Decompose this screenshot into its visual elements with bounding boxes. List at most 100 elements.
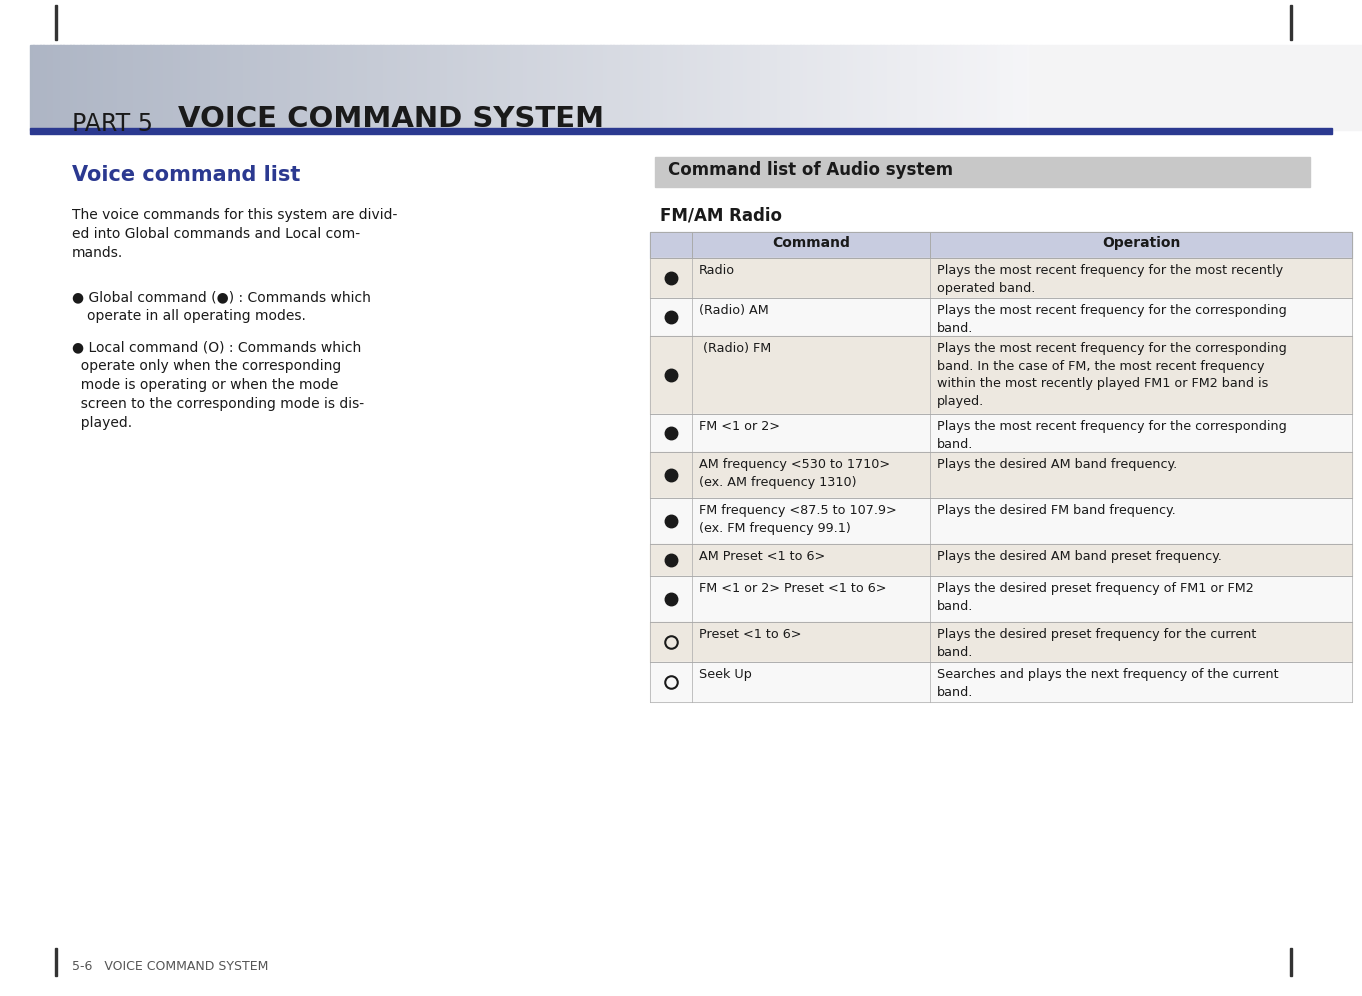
Text: screen to the corresponding mode is dis-: screen to the corresponding mode is dis-	[72, 397, 364, 411]
Bar	[350, 45, 354, 130]
Bar	[396, 45, 400, 130]
Bar	[440, 45, 444, 130]
Bar	[447, 45, 451, 130]
Bar	[407, 45, 410, 130]
Text: Plays the most recent frequency for the corresponding
band.: Plays the most recent frequency for the …	[937, 420, 1287, 450]
Bar	[281, 45, 283, 130]
Bar	[933, 45, 937, 130]
Bar	[700, 45, 704, 130]
Bar	[880, 45, 884, 130]
Bar	[636, 45, 640, 130]
Bar	[539, 45, 543, 130]
Bar	[576, 45, 580, 130]
Bar	[293, 45, 297, 130]
Bar	[304, 45, 308, 130]
Bar	[650, 498, 1352, 544]
Bar	[297, 45, 301, 130]
Bar	[650, 452, 1352, 498]
Bar	[90, 45, 94, 130]
Text: Searches and plays the next frequency of the current
band.: Searches and plays the next frequency of…	[937, 668, 1279, 698]
Bar	[191, 45, 193, 130]
Bar	[650, 258, 1352, 298]
Bar	[267, 45, 271, 130]
Bar	[260, 45, 264, 130]
Bar	[67, 45, 71, 130]
Bar	[673, 45, 677, 130]
Bar	[654, 45, 658, 130]
Text: ● Local command (O) : Commands which: ● Local command (O) : Commands which	[72, 340, 361, 354]
Bar	[873, 45, 877, 130]
Bar	[343, 45, 347, 130]
Text: Operation: Operation	[1102, 236, 1181, 250]
Bar	[187, 45, 191, 130]
Bar	[97, 45, 101, 130]
Bar	[1290, 5, 1293, 40]
Bar	[39, 45, 44, 130]
Bar	[750, 45, 753, 130]
Bar	[320, 45, 324, 130]
Bar	[173, 45, 177, 130]
Bar	[981, 45, 983, 130]
Bar	[217, 45, 221, 130]
Bar	[655, 157, 1310, 187]
Bar	[484, 45, 488, 130]
Bar	[207, 45, 211, 130]
Bar	[30, 128, 1332, 134]
Bar	[753, 45, 757, 130]
Bar	[509, 45, 513, 130]
Bar	[810, 45, 814, 130]
Bar	[433, 45, 437, 130]
Bar	[377, 45, 380, 130]
Bar	[716, 45, 720, 130]
Bar	[444, 45, 447, 130]
Bar	[597, 45, 601, 130]
Bar	[500, 45, 504, 130]
Bar	[583, 45, 587, 130]
Bar	[424, 45, 428, 130]
Bar	[947, 45, 951, 130]
Bar	[203, 45, 207, 130]
Bar	[650, 414, 1352, 452]
Bar	[460, 45, 464, 130]
Text: operate only when the corresponding: operate only when the corresponding	[72, 359, 342, 373]
Text: mands.: mands.	[72, 246, 123, 260]
Text: mode is operating or when the mode: mode is operating or when the mode	[72, 378, 338, 392]
Bar	[523, 45, 527, 130]
Bar	[233, 45, 237, 130]
Bar	[336, 45, 340, 130]
Bar	[783, 45, 787, 130]
Bar	[516, 45, 520, 130]
Bar	[907, 45, 911, 130]
Bar	[606, 45, 610, 130]
Bar	[170, 45, 174, 130]
Text: AM frequency <530 to 1710>
(ex. AM frequency 1310): AM frequency <530 to 1710> (ex. AM frequ…	[699, 458, 891, 488]
Bar	[813, 45, 817, 130]
Bar	[643, 45, 647, 130]
Bar	[594, 45, 597, 130]
Text: (Radio) AM: (Radio) AM	[699, 304, 768, 317]
Bar	[274, 45, 276, 130]
Bar	[720, 45, 723, 130]
Bar	[787, 45, 790, 130]
Bar	[534, 45, 537, 130]
Text: FM <1 or 2> Preset <1 to 6>: FM <1 or 2> Preset <1 to 6>	[699, 582, 887, 595]
Bar	[83, 45, 87, 130]
Bar	[300, 45, 304, 130]
Bar	[661, 45, 663, 130]
Bar	[776, 45, 780, 130]
Bar	[33, 45, 37, 130]
Bar	[691, 45, 693, 130]
Bar	[136, 45, 140, 130]
Bar	[247, 45, 251, 130]
Bar	[737, 45, 741, 130]
Bar	[940, 45, 944, 130]
Bar	[357, 45, 361, 130]
Text: Plays the most recent frequency for the most recently
operated band.: Plays the most recent frequency for the …	[937, 264, 1283, 295]
Bar	[767, 45, 771, 130]
Bar	[967, 45, 971, 130]
Bar	[870, 45, 874, 130]
Text: FM frequency <87.5 to 107.9>
(ex. FM frequency 99.1): FM frequency <87.5 to 107.9> (ex. FM fre…	[699, 504, 896, 535]
Bar	[960, 45, 964, 130]
Bar	[251, 45, 253, 130]
Bar	[707, 45, 711, 130]
